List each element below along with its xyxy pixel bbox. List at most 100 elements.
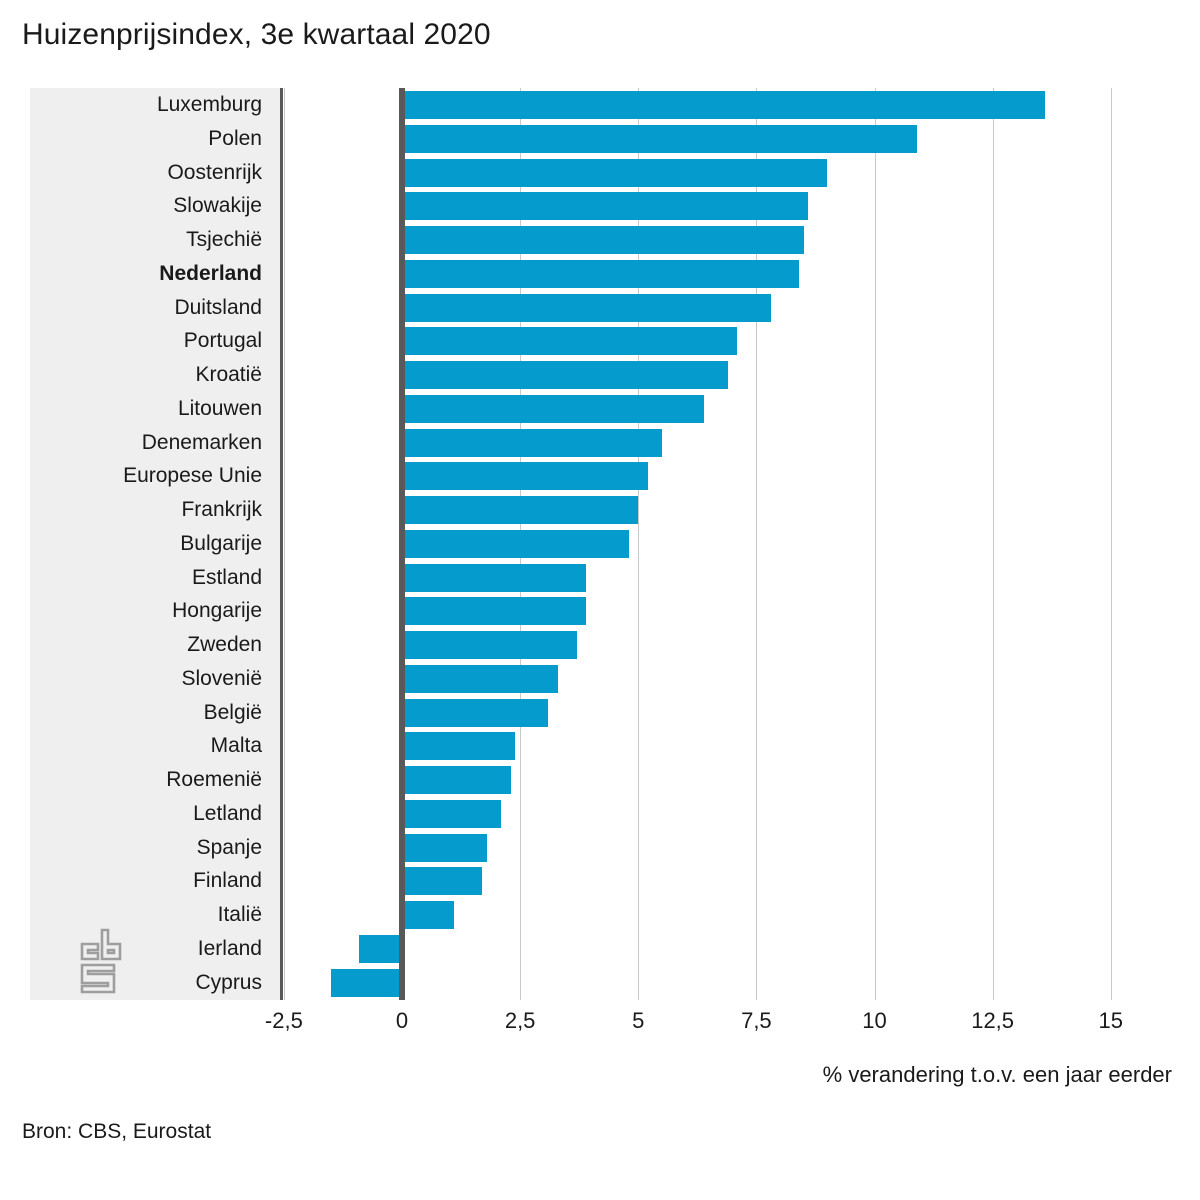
chart-row: Estland (30, 561, 1180, 595)
category-label-portugal: Portugal (183, 329, 262, 353)
x-axis-tick-labels: -2,5 0 2,5 5 7,5 10 12,5 15 (30, 1008, 1180, 1044)
bar-slovenië (402, 664, 558, 693)
chart-row: België (30, 696, 1180, 730)
gridline--2-5 (283, 88, 285, 1000)
bar-oostenrijk (402, 158, 828, 187)
bar-rows: Luxemburg Polen Oostenrijk Slowakije Tsjechi… (30, 88, 1180, 1000)
chart-plot-area: Luxemburg Polen Oostenrijk Slowakije Tsjechi… (30, 88, 1180, 1000)
chart-row: Slowakije (30, 189, 1180, 223)
chart-row: Malta (30, 729, 1180, 763)
category-label-europese-unie: Europese Unie (123, 464, 262, 488)
category-label-letland: Letland (193, 801, 262, 825)
chart-row: Luxemburg (30, 88, 1180, 122)
x-tick-label: 10 (862, 1008, 887, 1033)
page-title: Huizenprijsindex, 3e kwartaal 2020 (22, 18, 491, 51)
bar-litouwen (402, 394, 705, 423)
category-label-polen: Polen (208, 126, 262, 150)
category-label-estland: Estland (191, 565, 262, 589)
bar-portugal (402, 327, 738, 356)
x-axis-title: % verandering t.o.v. een jaar eerder (822, 1062, 1172, 1087)
category-label-nederland: Nederland (159, 261, 262, 285)
category-label-luxemburg: Luxemburg (156, 93, 262, 116)
chart-row: Tsjechië (30, 223, 1180, 257)
panel-edge-divider (280, 88, 283, 1000)
category-label-duitsland: Duitsland (174, 295, 262, 319)
bar-zweden (402, 631, 577, 659)
category-label-frankrijk: Frankrijk (181, 498, 262, 521)
bar-finland (402, 867, 483, 896)
cbs-logo-icon (80, 928, 122, 994)
chart-row: Finland (30, 864, 1180, 898)
bar-polen (402, 124, 918, 153)
category-label-bulgarije: Bulgarije (180, 531, 262, 555)
bar-europese-unie (402, 462, 648, 491)
category-label-litouwen: Litouwen (177, 396, 262, 420)
bar-malta (402, 732, 516, 761)
category-label-finland: Finland (193, 869, 262, 893)
chart-row: Litouwen (30, 392, 1180, 426)
chart-row: Europese Unie (30, 459, 1180, 493)
category-label-cyprus: Cyprus (195, 970, 262, 994)
category-label-hongarije: Hongarije (172, 599, 262, 623)
x-tick-label: 5 (632, 1008, 645, 1033)
gridline-12-5 (992, 88, 994, 1000)
bar-bulgarije (402, 529, 629, 558)
category-label-malta: Malta (210, 734, 262, 758)
category-label-roemenië: Roemenië (166, 768, 262, 791)
source-note: Bron: CBS, Eurostat (22, 1120, 212, 1143)
x-tick-label: -2,5 (264, 1008, 303, 1033)
bar-ierland (359, 934, 402, 963)
bar-slowakije (402, 192, 809, 221)
bar-frankrijk (402, 496, 639, 524)
x-tick-label: 2,5 (504, 1008, 536, 1033)
x-tick-label: 0 (395, 1008, 409, 1033)
bar-tsjechië (402, 226, 804, 254)
gridline-10 (874, 88, 876, 1000)
category-label-slowakije: Slowakije (173, 194, 262, 218)
category-label-oostenrijk: Oostenrijk (167, 160, 262, 184)
x-tick-label: 12,5 (971, 1008, 1015, 1033)
chart-row: Frankrijk (30, 493, 1180, 527)
chart-row: Spanje (30, 831, 1180, 865)
bar-spanje (402, 833, 488, 862)
category-label-zweden: Zweden (187, 633, 262, 656)
chart-row: Hongarije (30, 594, 1180, 628)
bar-duitsland (402, 293, 771, 322)
bar-luxemburg (402, 91, 1045, 119)
chart-row: Nederland (30, 257, 1180, 291)
category-label-kroatië: Kroatië (195, 363, 262, 386)
chart-row: Duitsland (30, 291, 1180, 325)
bar-nederland (402, 259, 799, 288)
chart-row: Zweden (30, 628, 1180, 662)
chart-row: Letland (30, 797, 1180, 831)
bar-italië (402, 901, 454, 929)
chart-row: Kroatië (30, 358, 1180, 392)
x-tick-label: 15 (1098, 1008, 1123, 1033)
category-label-panel (30, 88, 281, 1000)
bar-denemarken (402, 428, 662, 457)
bar-hongarije (402, 597, 587, 626)
category-label-italië: Italië (217, 903, 262, 926)
bar-letland (402, 799, 502, 828)
zero-axis-line (399, 88, 405, 1000)
bar-cyprus (331, 968, 402, 997)
category-label-denemarken: Denemarken (141, 430, 262, 454)
chart-row: Polen (30, 122, 1180, 156)
category-label-tsjechië: Tsjechië (186, 228, 262, 251)
gridline-5 (638, 88, 640, 1000)
chart-row: Denemarken (30, 426, 1180, 460)
chart-row: Portugal (30, 324, 1180, 358)
gridline-15 (1110, 88, 1112, 1000)
x-tick-label: 7,5 (741, 1008, 772, 1033)
gridline-7-5 (756, 88, 758, 1000)
category-label-spanje: Spanje (196, 835, 262, 859)
chart-row: Oostenrijk (30, 156, 1180, 190)
chart-row: Roemenië (30, 763, 1180, 797)
bar-roemenië (402, 766, 511, 794)
category-label-ierland: Ierland (197, 936, 262, 960)
chart-row: Slovenië (30, 662, 1180, 696)
bar-estland (402, 563, 587, 592)
bar-belgië (402, 698, 549, 727)
chart-row: Bulgarije (30, 527, 1180, 561)
category-label-slovenië: Slovenië (181, 666, 262, 690)
